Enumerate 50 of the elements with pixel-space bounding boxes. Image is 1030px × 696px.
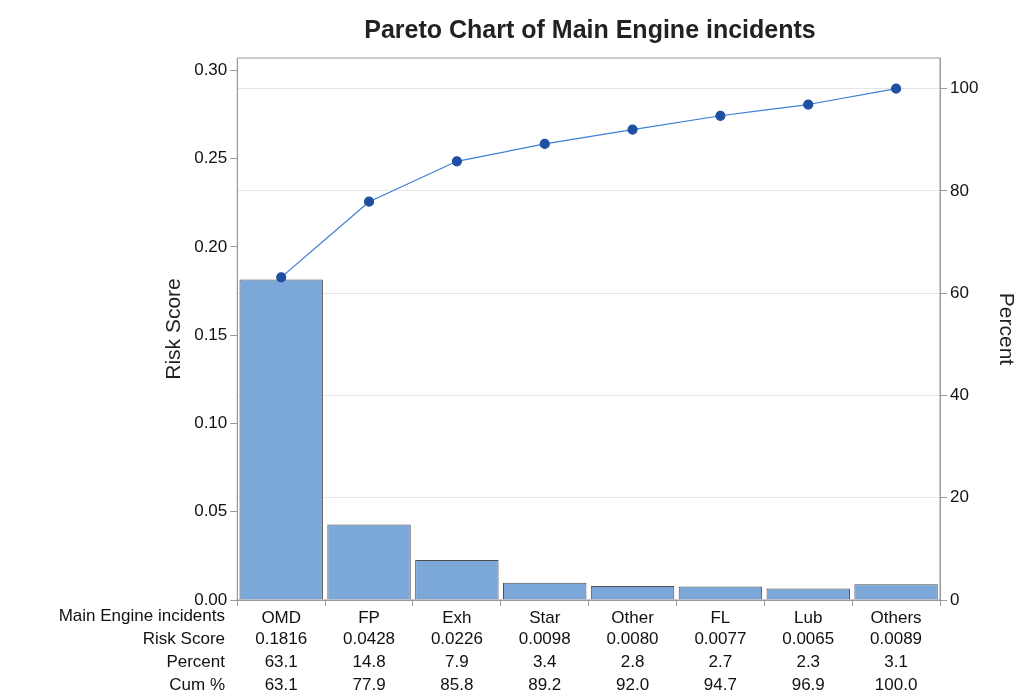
data-label: 0.1816 (255, 628, 308, 648)
y-tick-label: 0.30 (194, 60, 228, 80)
text: 14.8 (352, 651, 386, 671)
y2-tick-label: 0 (950, 589, 960, 609)
y2-tick-label: 60 (950, 282, 969, 302)
text: Cum % (169, 674, 225, 694)
data-label: 0.0226 (430, 628, 483, 648)
y-tick-label: 0.15 (194, 324, 228, 344)
data-label: 85.8 (440, 674, 474, 694)
text: 3.4 (532, 651, 557, 671)
text: 63.1 (264, 651, 298, 671)
text: Percent (166, 651, 226, 671)
series-label: Risk Score (142, 628, 225, 648)
data-label: 63.1 (264, 674, 298, 694)
data-label: 0.0080 (606, 628, 659, 648)
data-label: 0.0065 (782, 628, 835, 648)
data-label: 77.9 (352, 674, 386, 694)
y2-axis-title: Percent (995, 292, 1019, 366)
data-label: 0.0077 (694, 628, 747, 648)
y-tick-label: 0.25 (194, 148, 228, 168)
data-label: 0.0089 (870, 628, 923, 648)
y2-tick-label: 80 (950, 180, 969, 200)
data-label: 94.7 (703, 674, 737, 694)
y-axis-title: Risk Score (161, 278, 185, 380)
text: 2.7 (708, 651, 733, 671)
data-label: 0.0098 (518, 628, 571, 648)
y-tick-label: 0.05 (194, 501, 228, 521)
x-tick-label: Other (611, 607, 655, 627)
data-label: 96.9 (791, 674, 825, 694)
x-tick-label: Exh (442, 607, 472, 627)
y-tick-label: 0.10 (194, 413, 228, 433)
y-tick-label: 0.20 (194, 236, 228, 256)
x-tick-label: Star (529, 607, 561, 627)
x-tick-label: Others (870, 607, 922, 627)
y2-tick-label: 20 (950, 487, 969, 507)
text: 2.8 (620, 651, 645, 671)
x-tick-label: Lub (794, 607, 823, 627)
x-tick-label: FP (358, 607, 380, 627)
y2-tick-label: 100 (950, 78, 979, 98)
y2-tick-label: 40 (950, 385, 969, 405)
x-tick-label: OMD (261, 607, 302, 627)
text: 7.9 (445, 651, 469, 671)
chart-title: Pareto Chart of Main Engine incidents (364, 14, 816, 43)
text: 2.3 (796, 651, 821, 671)
x-tick-label: FL (710, 607, 731, 627)
data-label: 100.0 (874, 674, 918, 694)
text: 3.1 (884, 651, 908, 671)
data-label: 89.2 (528, 674, 562, 694)
data-label: 92.0 (616, 674, 650, 694)
data-label: 0.0428 (343, 628, 396, 648)
